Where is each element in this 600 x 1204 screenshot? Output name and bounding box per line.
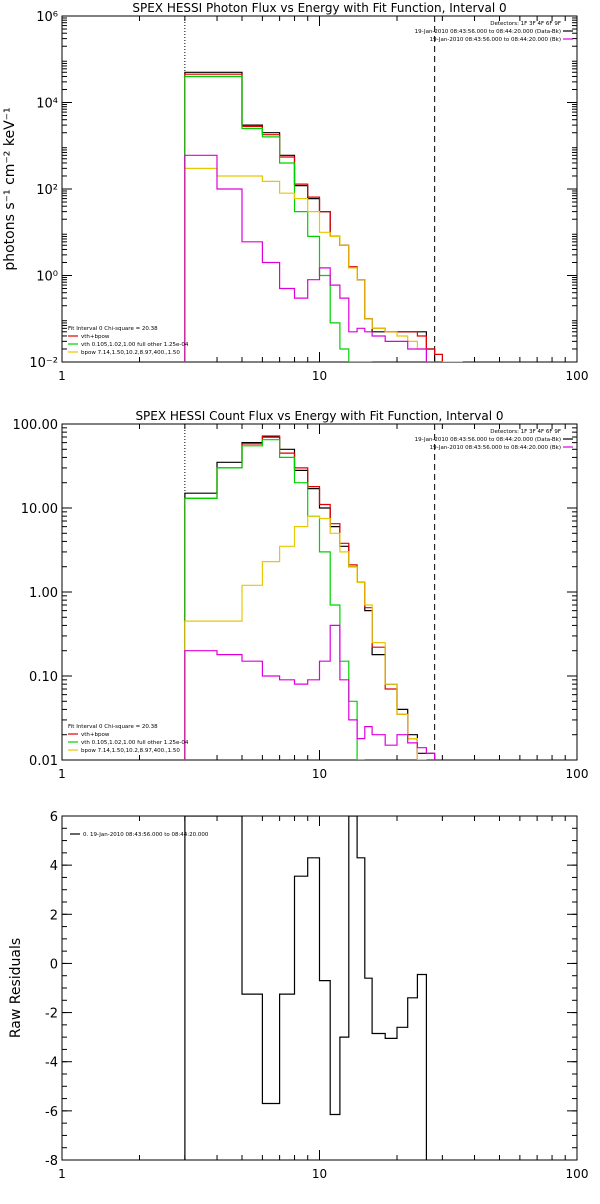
series-group bbox=[184, 435, 436, 760]
legend-label: Detectors: 1F 3F 4F 6F 9F bbox=[490, 429, 561, 435]
chart-title: SPEX HESSI Photon Flux vs Energy with Fi… bbox=[132, 1, 506, 15]
x-tick-label: 10 bbox=[312, 369, 327, 383]
legend-label: vth+bpow bbox=[81, 732, 110, 738]
y-tick-label: -4 bbox=[45, 1056, 58, 1071]
chart-title: SPEX HESSI Count Flux vs Energy with Fit… bbox=[135, 409, 503, 423]
x-tick-label: 1 bbox=[58, 767, 66, 781]
y-tick-label: -6 bbox=[45, 1105, 58, 1120]
series-line-vth bbox=[184, 439, 365, 760]
y-axis-label: photons s⁻¹ cm⁻² keV⁻¹ bbox=[2, 107, 18, 270]
y-tick-label: 2 bbox=[50, 908, 58, 923]
plot-frame bbox=[61, 423, 578, 761]
legend-label: 19-Jan-2010 08:43:56.000 to 08:44:20.000… bbox=[430, 445, 561, 451]
x-tick-label: 1 bbox=[58, 1167, 66, 1181]
legend-label: Fit Interval 0 Chi-square = 20.38 bbox=[68, 326, 158, 332]
y-tick-label: -2 bbox=[45, 1007, 58, 1022]
y-tick-label: 6 bbox=[50, 810, 58, 825]
y-tick-label: 10⁰ bbox=[36, 270, 58, 285]
legend-label: Fit Interval 0 Chi-square = 20.38 bbox=[68, 724, 158, 730]
series-line-vth bbox=[184, 75, 373, 362]
series-group bbox=[184, 71, 463, 362]
y-tick-label: -8 bbox=[45, 1154, 58, 1169]
x-tick-label: 100 bbox=[566, 767, 589, 781]
legend-label: 19-Jan-2010 08:43:56.000 to 08:44:20.000… bbox=[415, 29, 561, 35]
y-tick-label: 10.00 bbox=[21, 502, 58, 517]
series-group bbox=[184, 816, 427, 1160]
y-tick-label: 1.00 bbox=[29, 586, 58, 601]
y-tick-label: 0.01 bbox=[29, 754, 58, 769]
series-line-residuals bbox=[184, 816, 427, 1160]
legend-label: 19-Jan-2010 08:43:56.000 to 08:44:20.000… bbox=[415, 437, 561, 443]
y-axis-label: Raw Residuals bbox=[8, 938, 24, 1038]
series-line-bk bbox=[184, 624, 436, 760]
series-line-bk bbox=[184, 154, 443, 362]
x-tick-label: 100 bbox=[566, 1167, 589, 1181]
chart-panel-0: SPEX HESSI Photon Flux vs Energy with Fi… bbox=[2, 1, 588, 383]
y-tick-label: 10⁶ bbox=[36, 10, 58, 25]
chart-panel-1: SPEX HESSI Count Flux vs Energy with Fit… bbox=[13, 409, 589, 781]
series-line-vth-bpow bbox=[184, 73, 443, 362]
y-tick-label: 0 bbox=[50, 957, 58, 972]
legend-label: bpow 7.14,1.50,10.2,8.97,400.,1.50 bbox=[81, 748, 180, 754]
series-line-bpow bbox=[184, 515, 427, 760]
legend-label: 0. 19-Jan-2010 08:43:56.000 to 08:44:20.… bbox=[83, 832, 209, 838]
series-line-data-bk bbox=[184, 71, 443, 362]
x-tick-label: 10 bbox=[312, 1167, 327, 1181]
y-tick-label: 4 bbox=[50, 859, 58, 874]
plot-frame bbox=[61, 15, 578, 363]
legend-label: 19-Jan-2010 08:43:56.000 to 08:44:20.000… bbox=[430, 37, 561, 43]
chart-panel-2: 1 10 100 -8 -6 -4 -2 0 2 4 6 Raw Residuals 0. 19-Jan… bbox=[8, 810, 588, 1181]
legend-label: Detectors: 1F 3F 4F 6F 9F bbox=[490, 21, 561, 27]
legend-label: bpow 7.14,1.50,10.2,8.97,400.,1.50 bbox=[81, 350, 180, 356]
legend-label: vth 0.105,1.02,1.00 full other 1.25e-04 bbox=[81, 342, 189, 348]
y-tick-label: 10⁴ bbox=[36, 97, 58, 112]
x-tick-label: 1 bbox=[58, 369, 66, 383]
y-tick-label: 10² bbox=[36, 183, 58, 198]
legend-label: vth 0.105,1.02,1.00 full other 1.25e-04 bbox=[81, 740, 189, 746]
y-tick-label: 10⁻² bbox=[29, 356, 58, 371]
y-tick-label: 100.00 bbox=[13, 418, 59, 433]
series-line-vth-bpow bbox=[184, 435, 427, 760]
x-tick-label: 10 bbox=[312, 767, 327, 781]
y-tick-label: 0.10 bbox=[29, 670, 58, 685]
legend-label: vth+bpow bbox=[81, 334, 110, 340]
x-tick-label: 100 bbox=[566, 369, 589, 383]
series-line-bpow bbox=[184, 167, 463, 362]
